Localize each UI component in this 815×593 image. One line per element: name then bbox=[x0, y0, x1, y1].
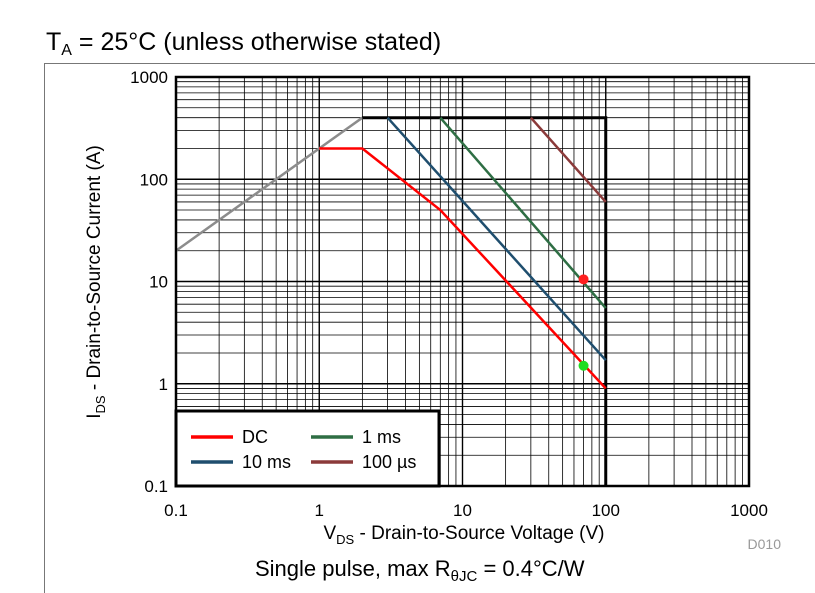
y-axis-label-main: I bbox=[84, 414, 105, 419]
x-tick-label: 1 bbox=[315, 501, 324, 520]
y-tick-label: 10 bbox=[149, 273, 168, 292]
legend-label: DC bbox=[242, 427, 268, 447]
series-line-1 bbox=[386, 116, 607, 362]
figure-frame bbox=[44, 63, 815, 593]
y-tick-label: 1000 bbox=[130, 68, 168, 87]
chart-footer: Single pulse, max RθJC = 0.4°C/W bbox=[255, 555, 585, 591]
y-tick-label: 0.1 bbox=[144, 477, 168, 496]
header-rest: = 25°C (unless otherwise stated) bbox=[71, 28, 442, 56]
x-tick-label: 0.1 bbox=[164, 501, 188, 520]
x-axis-label-rest: - Drain-to-Source Voltage (V) bbox=[354, 523, 604, 544]
series-line-0 bbox=[319, 147, 607, 390]
legend-label: 100 µs bbox=[362, 452, 416, 472]
x-tick-label: 10 bbox=[453, 501, 472, 520]
x-axis-label: VDS - Drain-to-Source Voltage (V) bbox=[323, 523, 604, 547]
x-tick-label: 1000 bbox=[730, 501, 768, 520]
plot-border bbox=[174, 75, 751, 488]
data-layer bbox=[175, 116, 608, 486]
x-axis-label-sub: DS bbox=[336, 532, 354, 547]
y-axis-label-rest: - Drain-to-Source Current (A) bbox=[84, 145, 105, 395]
legend: DC 1 ms 10 ms 100 µs bbox=[174, 409, 441, 488]
chart-header: TA = 25°C (unless otherwise stated) bbox=[46, 26, 441, 67]
header-t: T bbox=[46, 28, 62, 56]
y-tick-label: 1 bbox=[159, 375, 168, 394]
marker-point-0 bbox=[578, 274, 589, 285]
footer-sub: θJC bbox=[450, 568, 478, 585]
marker-point-1 bbox=[578, 360, 589, 371]
legend-label: 10 ms bbox=[242, 452, 291, 472]
y-axis-label-sub: DS bbox=[93, 395, 108, 413]
header-sub: A bbox=[61, 42, 72, 59]
y-tick-label: 100 bbox=[140, 170, 168, 189]
footer-prefix: Single pulse, max R bbox=[255, 556, 451, 581]
y-axis-label: IDS - Drain-to-Source Current (A) bbox=[84, 145, 108, 419]
tick-labels: 0.1 1 10 100 1000 0.1 1 10 100 1000 bbox=[130, 68, 768, 520]
soa-chart: 0.1 1 10 100 1000 0.1 1 10 100 1000 DC 1 ms 10 ms 10… bbox=[84, 68, 782, 552]
series-line-3 bbox=[529, 116, 607, 203]
legend-box bbox=[174, 409, 441, 488]
x-tick-label: 100 bbox=[592, 501, 620, 520]
series-line-2 bbox=[439, 116, 607, 309]
footer-rest: = 0.4°C/W bbox=[477, 556, 585, 581]
limit-line-soa-boundary bbox=[362, 116, 608, 486]
limit-line-rds-on-limit bbox=[175, 116, 364, 252]
legend-label: 1 ms bbox=[362, 427, 401, 447]
figure-id: D010 bbox=[748, 536, 782, 552]
x-axis-label-main: V bbox=[323, 523, 336, 544]
